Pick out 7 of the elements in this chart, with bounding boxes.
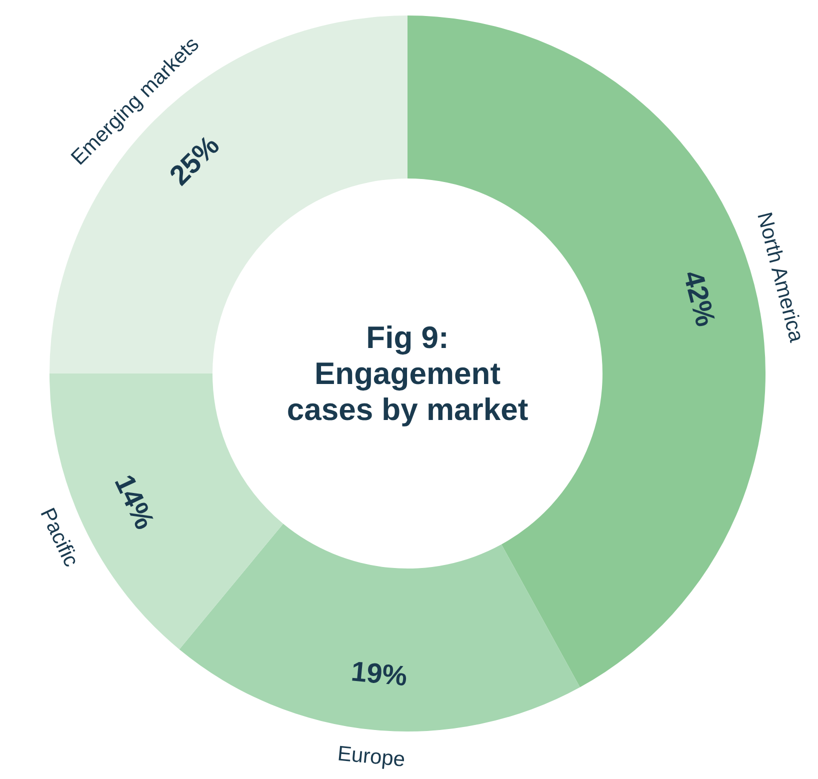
- data-label: 14%: [108, 470, 161, 534]
- slice-label: Europe: [336, 742, 406, 772]
- slice-label: Pacific: [36, 504, 83, 570]
- text: Fig 9: Engagement cases by market: [286, 320, 528, 427]
- slice-label: North America: [752, 210, 808, 345]
- data-label: 19%: [350, 656, 409, 692]
- data-label: 42%: [678, 268, 722, 330]
